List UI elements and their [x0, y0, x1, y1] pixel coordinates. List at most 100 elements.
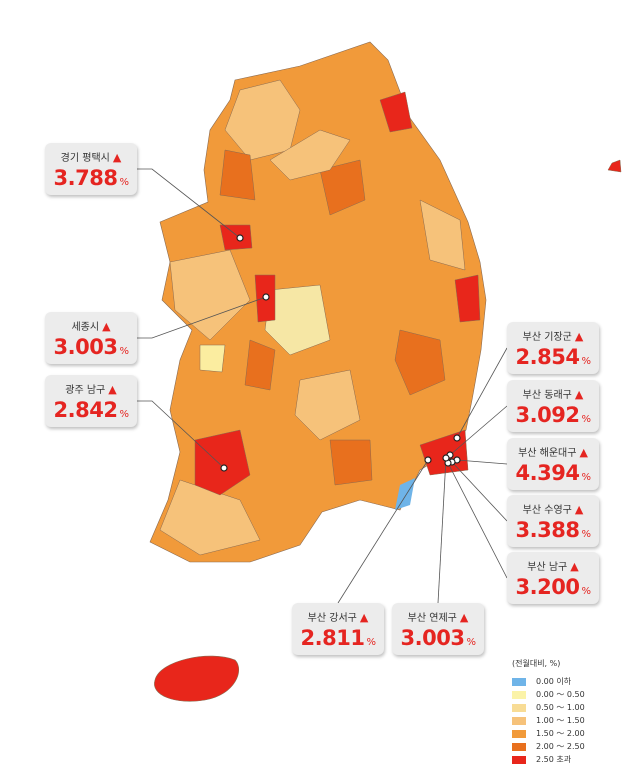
region-name-row: 경기 평택시 ▲ [45, 149, 137, 164]
region-name: 부산 연제구 [407, 613, 457, 624]
region-name-row: 부산 강서구 ▲ [292, 609, 384, 624]
up-icon: ▲ [112, 151, 122, 164]
legend-label: 1.00 ～ 1.50 [536, 716, 585, 725]
leader-line [137, 400, 225, 469]
up-icon: ▲ [359, 611, 369, 624]
legend-item: 0.00 ～ 0.50 [512, 688, 585, 701]
value: 3.388 [515, 518, 580, 542]
up-icon: ▲ [574, 388, 584, 401]
unit: % [466, 637, 476, 648]
up-icon: ▲ [574, 330, 584, 343]
value: 3.003 [53, 335, 118, 359]
unit: % [581, 529, 591, 540]
callout: 부산 동래구 ▲ 3.092% [507, 380, 599, 432]
legend-item: 2.50 초과 [512, 753, 585, 766]
unit: % [119, 346, 129, 357]
legend-item: 0.50 ～ 1.00 [512, 701, 585, 714]
legend-swatch [512, 716, 526, 725]
points [220, 234, 461, 472]
jeju [154, 655, 240, 702]
leader-line [137, 296, 267, 339]
value: 4.394 [515, 461, 580, 485]
leader-line [337, 459, 429, 604]
region-name: 부산 해운대구 [518, 448, 577, 459]
value-row: 3.092% [507, 403, 599, 427]
unit: % [581, 472, 591, 483]
callout: 부산 해운대구 ▲ 4.394% [507, 438, 599, 490]
leader-line [456, 459, 508, 465]
value-row: 2.811% [292, 626, 384, 650]
leader-line [137, 168, 241, 239]
region-name: 부산 동래구 [522, 390, 572, 401]
region-name: 부산 강서구 [307, 613, 357, 624]
legend-swatch [512, 742, 526, 751]
region-name-row: 광주 남구 ▲ [45, 381, 137, 396]
value: 3.092 [515, 403, 580, 427]
legend-label: 0.00 이하 [536, 677, 572, 686]
region-name-row: 부산 남구 ▲ [507, 558, 599, 573]
legend: (전월대비, %) 0.00 이하 0.00 ～ 0.50 0.50 ～ 1.00 1… [512, 658, 585, 766]
location-point [262, 293, 270, 301]
unit: % [581, 586, 591, 597]
callout: 세종시 ▲ 3.003% [45, 312, 137, 364]
regions [159, 79, 466, 556]
leader-line [449, 405, 508, 456]
region-name: 광주 남구 [65, 385, 106, 396]
region-name-row: 부산 동래구 ▲ [507, 386, 599, 401]
callout: 부산 수영구 ▲ 3.388% [507, 495, 599, 547]
leader-line [451, 461, 508, 522]
callout: 부산 남구 ▲ 3.200% [507, 552, 599, 604]
value: 3.788 [53, 166, 118, 190]
unit: % [119, 409, 129, 420]
value-row: 3.388% [507, 518, 599, 542]
legend-swatch [512, 729, 526, 738]
location-point [453, 434, 461, 442]
legend-item: 2.00 ～ 2.50 [512, 740, 585, 753]
up-icon: ▲ [459, 611, 469, 624]
legend-item: 1.00 ～ 1.50 [512, 714, 585, 727]
value: 2.842 [53, 398, 118, 422]
region-name-row: 부산 수영구 ▲ [507, 501, 599, 516]
value-row: 3.788% [45, 166, 137, 190]
legend-label: 0.50 ～ 1.00 [536, 703, 585, 712]
value-row: 2.854% [507, 345, 599, 369]
value: 3.200 [515, 575, 580, 599]
leader-line [437, 457, 447, 604]
legend-swatch [512, 690, 526, 699]
region-name: 부산 수영구 [522, 505, 572, 516]
value-row: 3.003% [392, 626, 484, 650]
up-icon: ▲ [579, 446, 588, 459]
leader-line [447, 462, 508, 579]
unit: % [581, 356, 591, 367]
up-icon: ▲ [102, 320, 111, 333]
leader-line [456, 347, 508, 439]
value: 2.854 [515, 345, 580, 369]
legend-swatch [512, 703, 526, 712]
region-name-row: 부산 연제구 ▲ [392, 609, 484, 624]
region-name-row: 세종시 ▲ [45, 318, 137, 333]
up-icon: ▲ [574, 503, 584, 516]
callout: 부산 연제구 ▲ 3.003% [392, 603, 484, 655]
highlight-regions [194, 91, 622, 496]
legend-title: (전월대비, %) [512, 659, 561, 668]
legend-label: 2.00 ～ 2.50 [536, 742, 585, 751]
legend-label: 1.50 ～ 2.00 [536, 729, 585, 738]
region-name-row: 부산 해운대구 ▲ [507, 444, 599, 459]
value-row: 3.200% [507, 575, 599, 599]
unit: % [366, 637, 376, 648]
value: 3.003 [400, 626, 465, 650]
value: 2.811 [300, 626, 365, 650]
region-name: 부산 기장군 [522, 332, 572, 343]
legend-label: 0.00 ～ 0.50 [536, 690, 585, 699]
leader-lines [137, 168, 508, 604]
region-name: 경기 평택시 [60, 153, 110, 164]
blue-region [395, 478, 415, 510]
value-row: 2.842% [45, 398, 137, 422]
up-icon: ▲ [570, 560, 579, 573]
up-icon: ▲ [108, 383, 117, 396]
legend-item: 0.00 이하 [512, 675, 585, 688]
legend-swatch [512, 677, 526, 686]
location-point [424, 456, 432, 464]
legend-item: 1.50 ～ 2.00 [512, 727, 585, 740]
